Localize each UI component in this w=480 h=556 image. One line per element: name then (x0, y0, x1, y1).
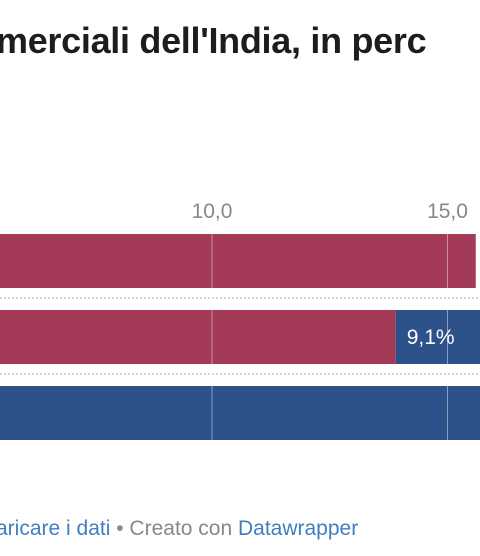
x-tick-label: 10,0 (192, 200, 233, 223)
footer-separator: • (110, 517, 130, 540)
bar-value-label: 9,1% (407, 326, 455, 349)
chart-title: merciali dell'India, in perc (0, 20, 427, 61)
created-with-text: Creato con (129, 517, 238, 540)
x-tick-label: 15,0 (427, 200, 468, 223)
bar-segment (0, 310, 396, 364)
bar-segment (0, 234, 476, 288)
bar-chart: 9,1%16,0%10,015,0 (0, 200, 480, 440)
chart-footer: aricare i dati • Creato con Datawrapper (0, 517, 358, 541)
datawrapper-link[interactable]: Datawrapper (237, 517, 359, 540)
download-data-link[interactable]: aricare i dati (0, 517, 111, 540)
bar-segment (0, 386, 480, 440)
bar-segment (395, 310, 480, 364)
